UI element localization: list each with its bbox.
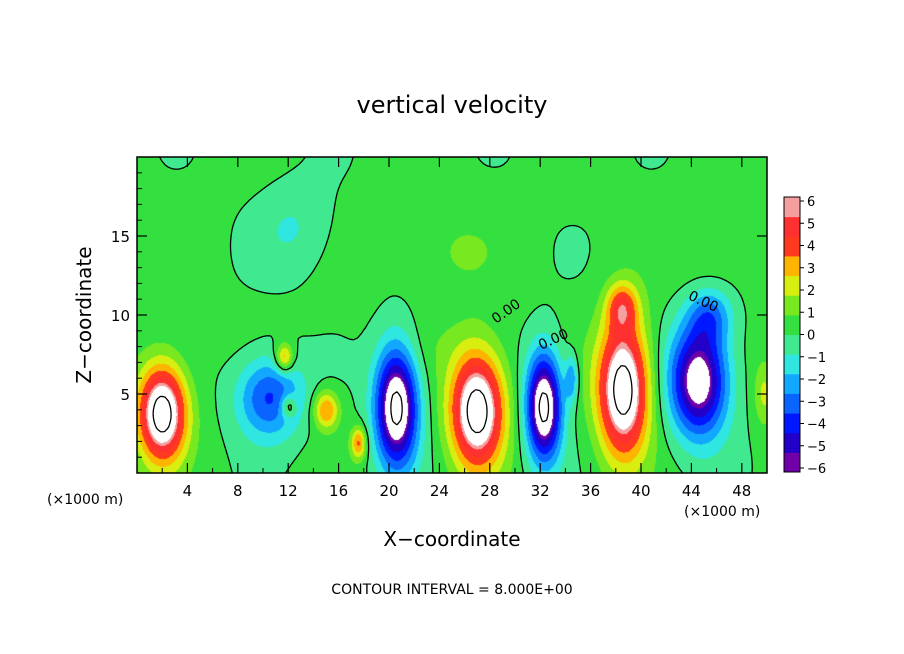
y-axis: 5 10 15 bbox=[111, 172, 767, 458]
y-tick-label: 15 bbox=[111, 228, 130, 246]
colorbar-swatch bbox=[784, 295, 800, 316]
colorbar-tick-label: −6 bbox=[807, 462, 826, 477]
x-unit-left: (×1000 m) bbox=[47, 492, 123, 508]
colorbar-swatch bbox=[784, 236, 800, 257]
x-tick-label: 16 bbox=[329, 482, 348, 500]
x-axis: 4 8 12 16 20 24 28 32 36 40 44 48 bbox=[161, 157, 751, 500]
colorbar-swatch bbox=[784, 393, 800, 414]
colorbar-tick-label: 3 bbox=[807, 262, 815, 277]
colorbar-tick-label: 5 bbox=[807, 217, 815, 232]
colorbar-swatch bbox=[784, 314, 800, 335]
x-tick-label: 40 bbox=[631, 482, 650, 500]
x-tick-label: 4 bbox=[183, 482, 193, 500]
plot-area: 0.000.000.00 bbox=[136, 156, 768, 474]
colorbar-swatch bbox=[784, 432, 800, 453]
colorbar-tick-label: 2 bbox=[807, 284, 815, 299]
y-axis-label: Z−coordinate bbox=[72, 246, 96, 383]
x-axis-label: X−coordinate bbox=[383, 527, 520, 551]
x-tick-label: 20 bbox=[379, 482, 398, 500]
contour-lines bbox=[152, 156, 753, 474]
colorbar-tick-label: −1 bbox=[807, 351, 826, 366]
colorbar-tick-label: 1 bbox=[807, 306, 815, 321]
colorbar-swatch bbox=[784, 373, 800, 394]
colorbar-tick-label: −2 bbox=[807, 373, 826, 388]
colorbar: 6 5 4 3 2 1 0 −1 −2 −3 −4 −5 −6 bbox=[783, 195, 826, 477]
colorbar-tick-label: −5 bbox=[807, 440, 826, 455]
colorbar-swatch bbox=[784, 413, 800, 434]
x-tick-label: 8 bbox=[233, 482, 243, 500]
colorbar-swatch bbox=[784, 452, 800, 473]
colorbar-tick-label: −3 bbox=[807, 395, 826, 410]
x-tick-label: 28 bbox=[480, 482, 499, 500]
x-tick-label: 44 bbox=[682, 482, 701, 500]
colorbar-tick-label: 6 bbox=[807, 195, 815, 210]
x-unit-right: (×1000 m) bbox=[684, 504, 760, 520]
colorbar-swatch bbox=[784, 216, 800, 237]
colorbar-tick-label: −4 bbox=[807, 418, 826, 433]
y-tick-label: 5 bbox=[120, 386, 130, 404]
x-tick-label: 48 bbox=[732, 482, 751, 500]
colorbar-swatch bbox=[784, 334, 800, 355]
contour-positive bbox=[152, 364, 633, 434]
colorbar-tick-label: 4 bbox=[807, 240, 815, 255]
colorbar-swatch bbox=[784, 275, 800, 296]
colorbar-swatch bbox=[784, 255, 800, 277]
contour-negative bbox=[390, 391, 550, 426]
velocity-field bbox=[137, 157, 767, 473]
colorbar-tick-label: 0 bbox=[807, 329, 815, 344]
contour-zero bbox=[159, 156, 753, 474]
x-tick-label: 12 bbox=[279, 482, 298, 500]
y-tick-label: 10 bbox=[111, 307, 130, 325]
chart-title: vertical velocity bbox=[357, 91, 548, 119]
x-tick-label: 24 bbox=[430, 482, 449, 500]
x-tick-label: 36 bbox=[581, 482, 600, 500]
x-tick-label: 32 bbox=[531, 482, 550, 500]
colorbar-swatch bbox=[784, 197, 800, 218]
colorbar-swatch bbox=[784, 354, 800, 375]
contour-interval-note: CONTOUR INTERVAL = 8.000E+00 bbox=[331, 582, 572, 598]
